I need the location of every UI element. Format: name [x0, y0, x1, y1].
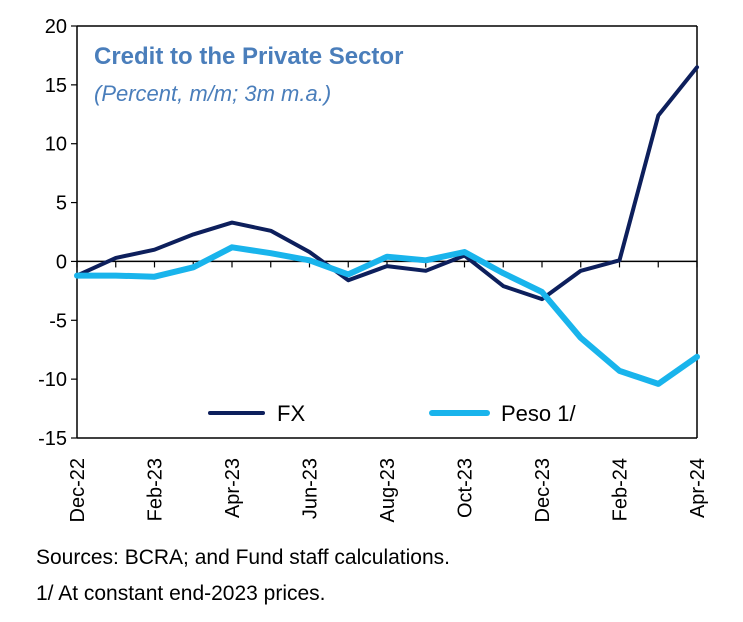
series-line-fx	[75, 65, 699, 302]
x-tick-label: Feb-23	[145, 458, 167, 521]
legend: FX Peso 1/	[208, 401, 576, 426]
footnote: 1/ At constant end-2023 prices.	[36, 582, 326, 605]
x-tick-label: Feb-24	[610, 458, 632, 521]
legend-label-peso: Peso 1/	[501, 401, 576, 426]
sources-note: Sources: BCRA; and Fund staff calculatio…	[36, 546, 450, 569]
y-tick-label: -10	[38, 369, 67, 391]
y-tick-label: 20	[45, 16, 67, 38]
x-tick-label: Dec-23	[532, 458, 554, 522]
y-tick-label: 0	[56, 251, 67, 273]
y-tick-label: -5	[49, 310, 67, 332]
x-tick-label: Oct-23	[455, 458, 477, 518]
y-tick-label: 10	[45, 134, 67, 156]
chart-subtitle: (Percent, m/m; 3m m.a.)	[94, 81, 331, 106]
chart-title: Credit to the Private Sector	[94, 43, 403, 70]
series-line-peso	[74, 244, 700, 387]
series-layer	[74, 65, 700, 387]
x-tick-label: Aug-23	[377, 458, 399, 523]
x-tick-label: Jun-23	[300, 458, 322, 519]
y-tick-label: -15	[38, 428, 67, 450]
x-tick-label: Dec-22	[67, 458, 89, 522]
x-tick-label: Apr-24	[687, 458, 709, 518]
x-tick-label: Apr-23	[222, 458, 244, 518]
y-tick-label: 5	[56, 193, 67, 215]
legend-label-fx: FX	[277, 401, 305, 426]
y-tick-label: 15	[45, 75, 67, 97]
axes	[71, 25, 698, 439]
